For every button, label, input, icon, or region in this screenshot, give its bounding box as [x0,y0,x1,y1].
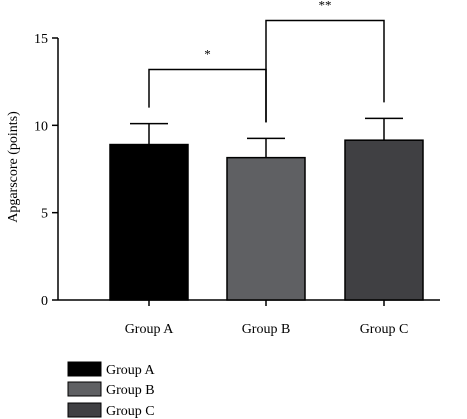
significance-label: ** [319,0,332,13]
bars [109,117,424,301]
y-tick-label: 5 [41,207,48,222]
y-tick-label: 10 [34,119,48,134]
x-tick-label: Group B [242,322,291,337]
y-tick-label: 15 [34,32,48,47]
x-tick-label: Group C [360,322,409,337]
legend-swatch [67,361,102,377]
legend-label: Group B [106,383,155,398]
significance-bracket [265,19,385,123]
legend-label: Group C [106,404,155,419]
legend-label: Group A [106,363,156,378]
bar [109,143,189,301]
x-tick-label: Group A [125,322,175,337]
bar [344,139,424,301]
bar [226,156,306,301]
legend: Group A Group B Group C [67,361,156,419]
y-axis-label: Apgarscore (points) [6,111,21,223]
y-tick-label: 0 [41,294,48,309]
significance-brackets: *** [148,0,385,123]
significance-label: * [204,46,211,61]
significance-bracket [148,68,267,123]
legend-swatch [67,381,102,397]
legend-swatch [67,402,102,418]
